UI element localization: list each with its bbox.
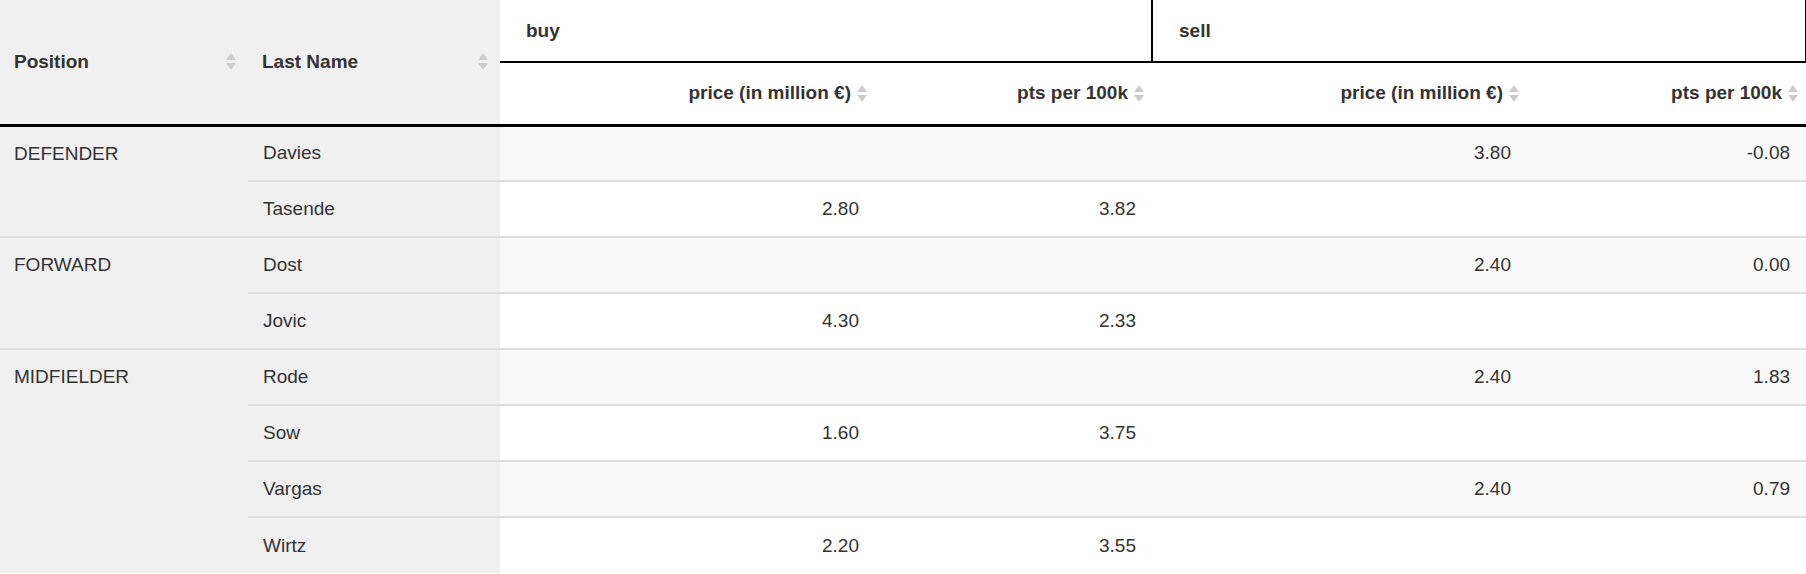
player-row: Jovic4.302.33 bbox=[0, 293, 1806, 349]
buy-price-cell: 4.30 bbox=[500, 293, 875, 349]
group-header-buy: buy bbox=[500, 0, 1152, 62]
sell-pts-header-label: pts per 100k bbox=[1671, 82, 1782, 104]
sell-pts-cell bbox=[1527, 181, 1806, 237]
column-header-sell-price[interactable]: price (in million €) bbox=[1152, 62, 1527, 125]
last-name-cell: Rode bbox=[248, 349, 500, 405]
table-body: DEFENDERDavies3.80-0.08Tasende2.803.82FO… bbox=[0, 125, 1806, 573]
player-row: MIDFIELDERRode2.401.83 bbox=[0, 349, 1806, 405]
last-name-cell: Davies bbox=[248, 125, 500, 181]
sell-pts-cell bbox=[1527, 405, 1806, 461]
buy-price-cell: 2.20 bbox=[500, 517, 875, 573]
buy-price-cell bbox=[500, 461, 875, 517]
buy-price-cell: 1.60 bbox=[500, 405, 875, 461]
sell-pts-cell: 0.00 bbox=[1527, 237, 1806, 293]
sort-icon bbox=[1134, 85, 1144, 102]
player-row: DEFENDERDavies3.80-0.08 bbox=[0, 125, 1806, 181]
buy-price-cell bbox=[500, 237, 875, 293]
position-header-label: Position bbox=[14, 51, 89, 73]
buy-pts-cell: 3.55 bbox=[875, 517, 1152, 573]
sort-icon bbox=[857, 85, 867, 102]
last-name-cell: Jovic bbox=[248, 293, 500, 349]
player-row: FORWARDDost2.400.00 bbox=[0, 237, 1806, 293]
column-header-last-name[interactable]: Last Name bbox=[248, 0, 500, 125]
column-header-buy-pts[interactable]: pts per 100k bbox=[875, 62, 1152, 125]
buy-pts-cell: 3.75 bbox=[875, 405, 1152, 461]
player-row: Wirtz2.203.55 bbox=[0, 517, 1806, 573]
buy-price-cell bbox=[500, 349, 875, 405]
sell-price-cell bbox=[1152, 181, 1527, 237]
buy-pts-cell: 2.33 bbox=[875, 293, 1152, 349]
sell-pts-cell bbox=[1527, 517, 1806, 573]
last-name-cell: Wirtz bbox=[248, 517, 500, 573]
sort-icon bbox=[226, 53, 236, 70]
player-transfer-table: Position Last Name buy sell price (in mi bbox=[0, 0, 1806, 573]
last-name-cell: Dost bbox=[248, 237, 500, 293]
sort-icon bbox=[1509, 85, 1519, 102]
last-name-header-label: Last Name bbox=[262, 51, 358, 73]
sell-pts-cell: 1.83 bbox=[1527, 349, 1806, 405]
buy-price-header-label: price (in million €) bbox=[688, 82, 851, 104]
buy-pts-header-label: pts per 100k bbox=[1017, 82, 1128, 104]
group-header-row: Position Last Name buy sell bbox=[0, 0, 1806, 62]
sell-price-cell: 3.80 bbox=[1152, 125, 1527, 181]
sell-price-cell: 2.40 bbox=[1152, 237, 1527, 293]
column-header-sell-pts[interactable]: pts per 100k bbox=[1527, 62, 1806, 125]
position-cell: DEFENDER bbox=[0, 125, 248, 237]
buy-price-cell: 2.80 bbox=[500, 181, 875, 237]
sell-price-cell: 2.40 bbox=[1152, 461, 1527, 517]
player-row: Vargas 2.400.79 bbox=[0, 461, 1806, 517]
position-cell: MIDFIELDER bbox=[0, 349, 248, 573]
column-header-position[interactable]: Position bbox=[0, 0, 248, 125]
sell-price-cell bbox=[1152, 293, 1527, 349]
sell-price-cell bbox=[1152, 405, 1527, 461]
sell-pts-cell bbox=[1527, 293, 1806, 349]
last-name-cell: Vargas bbox=[248, 461, 500, 517]
sell-price-cell bbox=[1152, 517, 1527, 573]
page: Position Last Name buy sell price (in mi bbox=[0, 0, 1806, 574]
buy-pts-cell bbox=[875, 237, 1152, 293]
group-header-sell: sell bbox=[1152, 0, 1806, 62]
buy-pts-cell bbox=[875, 125, 1152, 181]
last-name-cell: Tasende bbox=[248, 181, 500, 237]
buy-price-cell bbox=[500, 125, 875, 181]
position-cell: FORWARD bbox=[0, 237, 248, 349]
sell-price-cell: 2.40 bbox=[1152, 349, 1527, 405]
last-name-cell: Sow bbox=[248, 405, 500, 461]
column-header-buy-price[interactable]: price (in million €) bbox=[500, 62, 875, 125]
buy-pts-cell bbox=[875, 461, 1152, 517]
sort-icon bbox=[1788, 85, 1798, 102]
player-row: Sow1.603.75 bbox=[0, 405, 1806, 461]
sort-icon bbox=[478, 53, 488, 70]
player-row: Tasende2.803.82 bbox=[0, 181, 1806, 237]
buy-pts-cell: 3.82 bbox=[875, 181, 1152, 237]
sell-pts-cell: -0.08 bbox=[1527, 125, 1806, 181]
table-header: Position Last Name buy sell price (in mi bbox=[0, 0, 1806, 125]
buy-pts-cell bbox=[875, 349, 1152, 405]
sell-pts-cell: 0.79 bbox=[1527, 461, 1806, 517]
sell-price-header-label: price (in million €) bbox=[1340, 82, 1503, 104]
